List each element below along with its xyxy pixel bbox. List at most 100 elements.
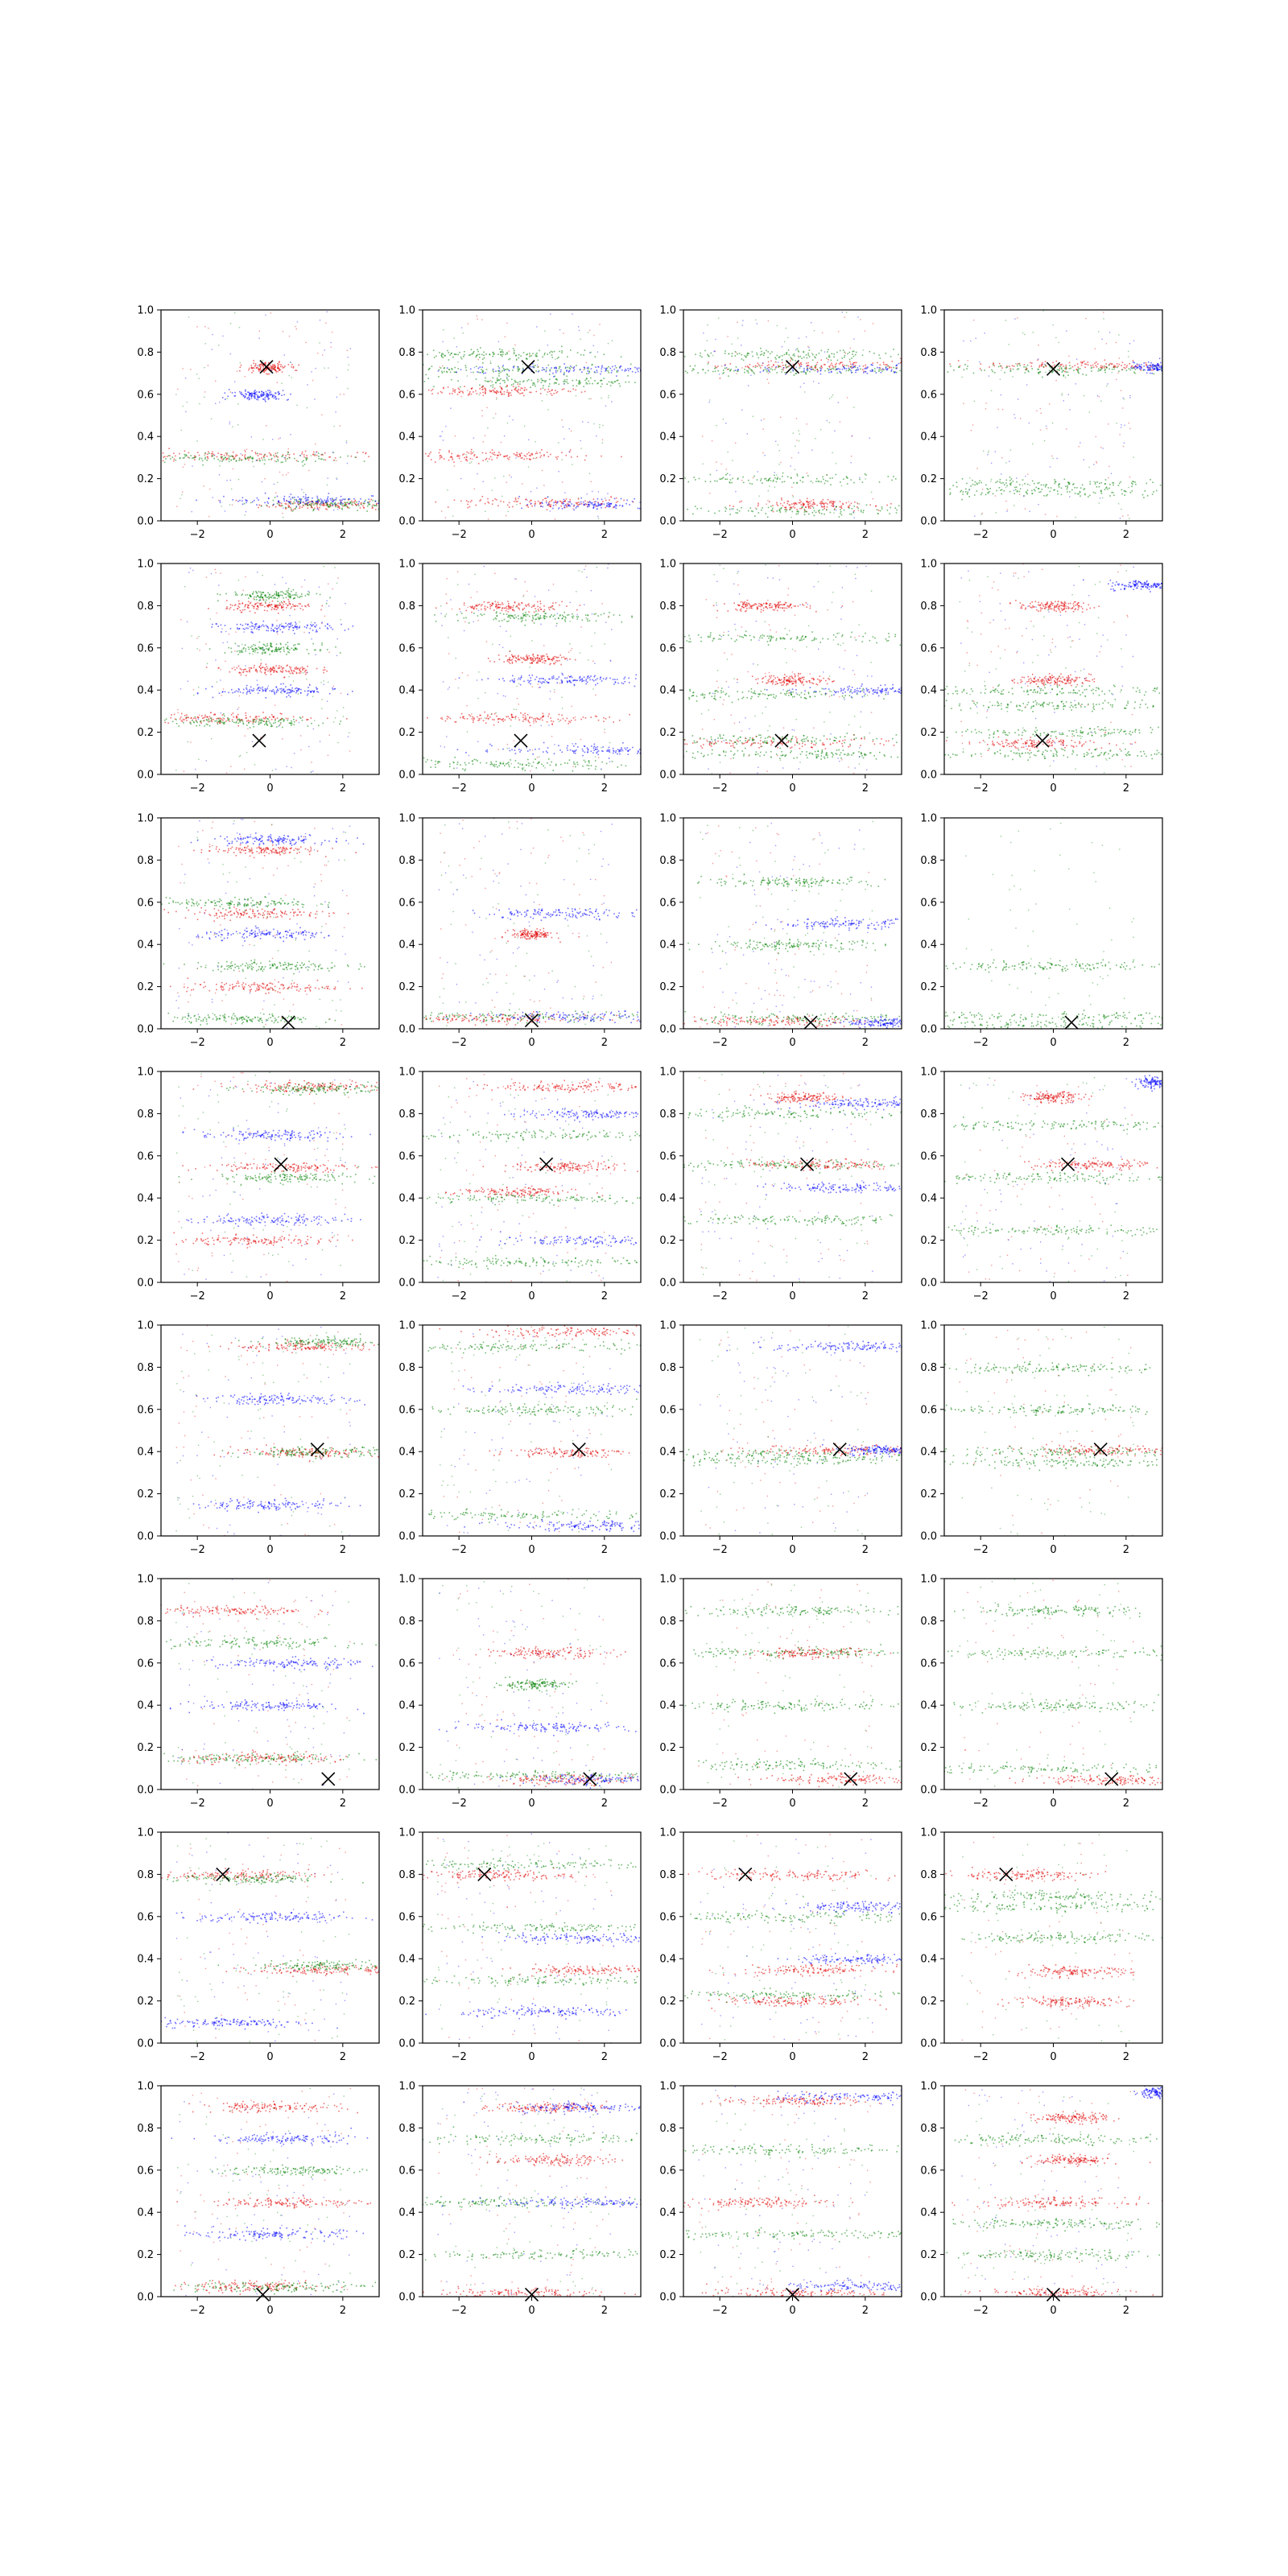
scatter-point	[522, 352, 525, 353]
scatter-point	[539, 393, 542, 394]
scatter-point	[213, 714, 215, 716]
scatter-point	[1170, 369, 1172, 371]
scatter-point	[566, 506, 568, 508]
scatter-point	[358, 505, 360, 506]
scatter-point	[210, 712, 212, 714]
scatter-point	[478, 353, 481, 356]
scatter-point	[394, 498, 396, 500]
scatter-point	[506, 457, 509, 460]
scatter-point	[291, 497, 294, 498]
scatter-point	[922, 369, 923, 371]
scatter-point	[1065, 368, 1067, 370]
scatter-point	[1071, 489, 1073, 491]
scatter-point	[483, 373, 485, 374]
scatter-point	[535, 452, 537, 455]
scatter-point	[802, 477, 803, 478]
scatter-point	[188, 716, 189, 719]
scatter-point	[554, 382, 555, 384]
scatter-point	[477, 350, 479, 353]
scatter-point	[782, 505, 784, 506]
x-tick-label: 0	[1050, 529, 1056, 541]
scatter-point	[279, 392, 280, 394]
scatter-point	[324, 499, 326, 502]
scatter-point	[262, 370, 265, 373]
scatter-point	[754, 515, 756, 517]
scatter-point	[1181, 369, 1183, 370]
scatter-point	[597, 503, 600, 506]
scatter-point	[508, 350, 510, 352]
scatter-point	[465, 500, 468, 502]
scatter-point	[236, 716, 237, 717]
scatter-point	[428, 452, 431, 455]
scatter-point	[219, 722, 221, 724]
scatter-point	[564, 367, 567, 369]
scatter-point	[336, 506, 339, 508]
scatter-point	[462, 454, 464, 456]
scatter-point	[472, 452, 473, 454]
scatter-point	[531, 454, 534, 456]
scatter-point	[527, 506, 529, 508]
scatter-point	[294, 499, 295, 501]
scatter-point	[914, 477, 915, 478]
scatter-point	[284, 458, 287, 460]
scatter-point	[485, 353, 487, 355]
scatter-point	[326, 502, 328, 505]
scatter-point	[314, 453, 316, 456]
scatter-point	[614, 381, 617, 382]
scatter-point	[551, 500, 552, 502]
scatter-point	[203, 485, 204, 487]
scatter-point	[841, 368, 844, 370]
scatter-point	[609, 505, 611, 507]
scatter-point	[1133, 361, 1135, 364]
scatter-point	[750, 369, 753, 371]
scatter-point	[292, 365, 295, 368]
scatter-point	[389, 506, 390, 508]
scatter-point	[228, 389, 230, 390]
scatter-point	[781, 481, 783, 483]
scatter-point	[758, 502, 759, 505]
scatter-point	[891, 479, 893, 481]
scatter-point	[1005, 462, 1007, 464]
scatter-point	[476, 393, 478, 394]
axes-frame	[160, 309, 380, 522]
scatter-point	[274, 605, 275, 608]
scatter-point	[569, 390, 572, 393]
scatter-point	[252, 370, 254, 372]
scatter-point	[275, 665, 277, 667]
scatter-point	[304, 457, 307, 459]
scatter-point	[836, 362, 837, 365]
scatter-point	[657, 370, 658, 372]
scatter-point	[860, 510, 862, 513]
scatter-point	[246, 394, 247, 395]
scatter-point	[535, 390, 538, 393]
scatter-point	[339, 507, 341, 510]
scatter-point	[522, 387, 523, 390]
scatter-point	[766, 516, 769, 518]
scatter-point	[1150, 369, 1151, 371]
scatter-point	[145, 452, 147, 454]
scatter-point	[1096, 365, 1098, 368]
scatter-point	[427, 455, 430, 457]
scatter-point	[791, 503, 793, 505]
scatter-point	[1082, 361, 1084, 363]
scatter-point	[295, 501, 298, 502]
scatter-point	[1104, 365, 1105, 367]
scatter-point	[647, 368, 649, 369]
scatter-point	[826, 357, 828, 359]
scatter-point	[756, 352, 758, 354]
scatter-point	[822, 476, 824, 478]
scatter-point	[322, 354, 324, 356]
scatter-point	[219, 502, 221, 503]
scatter-point	[322, 669, 324, 671]
scatter-point	[541, 469, 543, 472]
scatter-point	[184, 719, 185, 720]
scatter-point	[342, 498, 345, 500]
scatter-point	[1017, 317, 1018, 319]
scatter-point	[266, 501, 268, 503]
scatter-point	[751, 370, 753, 372]
scatter-point	[1109, 484, 1111, 485]
scatter-point	[1189, 484, 1191, 485]
scatter-point	[893, 496, 894, 497]
scatter-point	[703, 332, 704, 334]
scatter-point	[409, 367, 411, 369]
